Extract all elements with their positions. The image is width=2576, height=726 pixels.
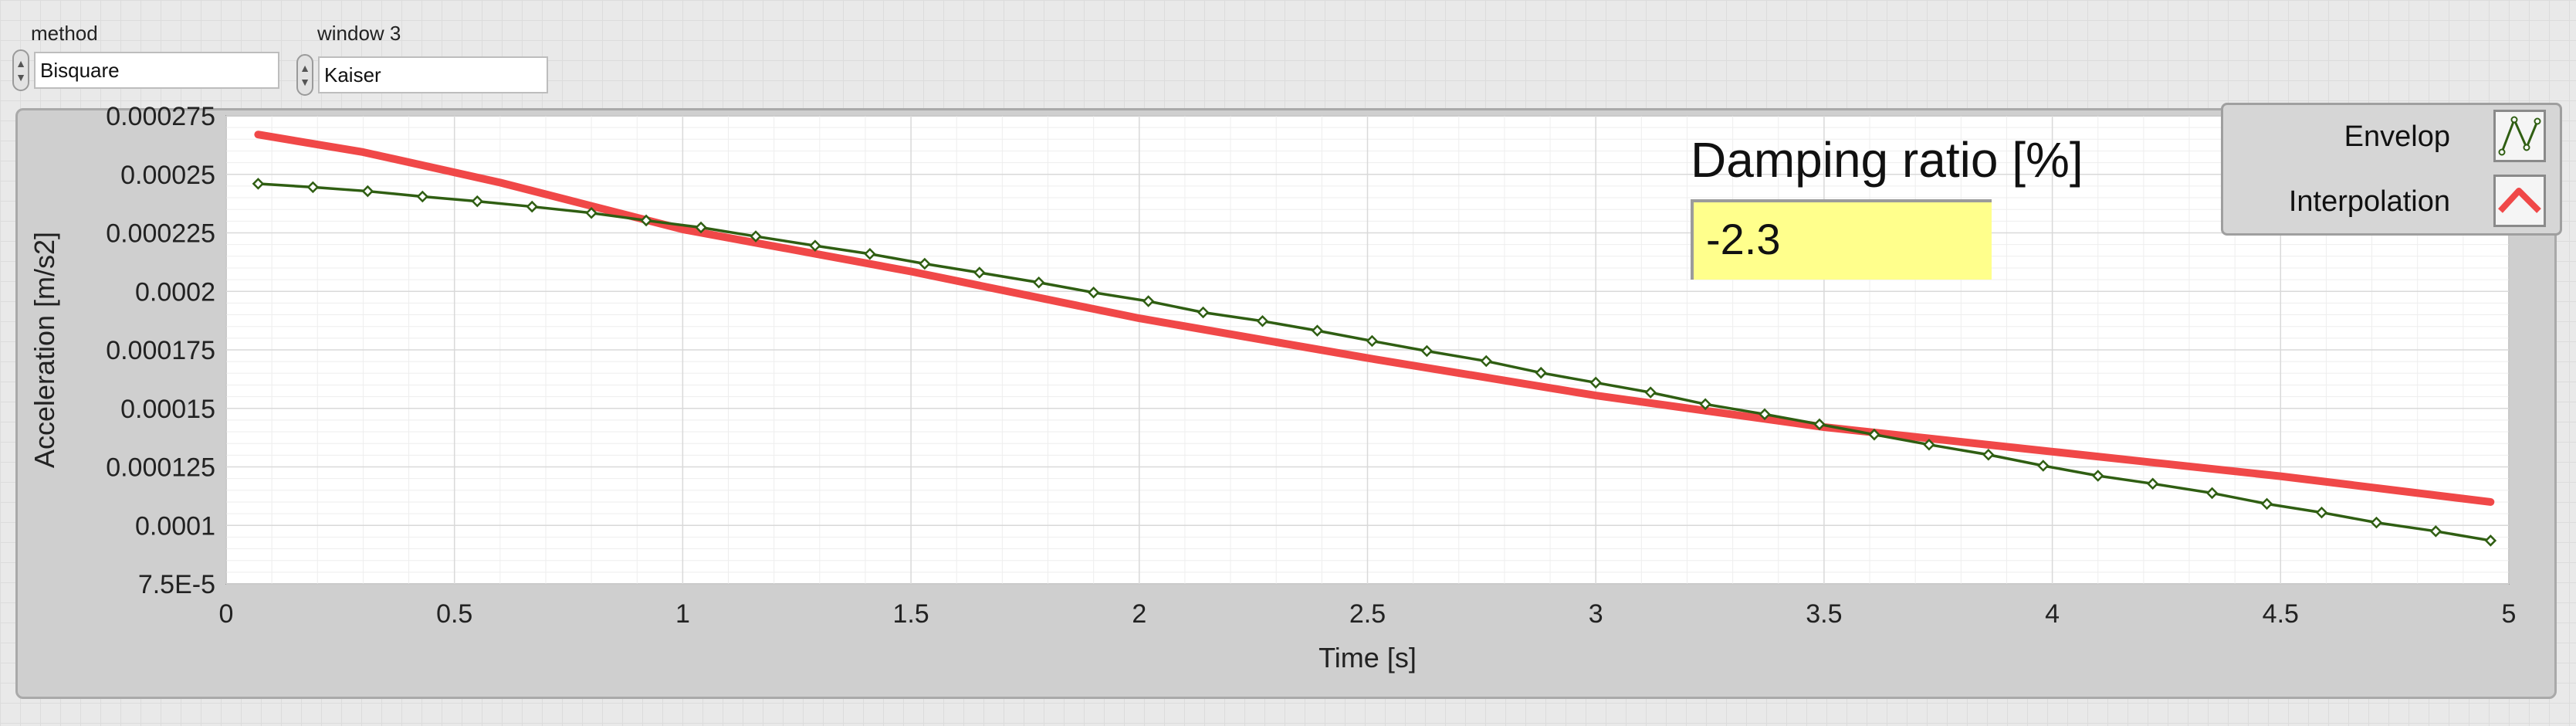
damping-ratio-label: Damping ratio [%] bbox=[1691, 132, 2083, 188]
envelope-point bbox=[1813, 418, 1826, 431]
envelope-point bbox=[2370, 516, 2383, 529]
x-tick-label: 0 bbox=[219, 599, 234, 629]
interpolation-series-line bbox=[254, 131, 2495, 506]
envelope-point bbox=[809, 239, 821, 252]
envelope-point bbox=[1032, 276, 1045, 289]
method-spinner-icon[interactable]: ▲ ▼ bbox=[12, 49, 29, 91]
y-tick-label: 0.00025 bbox=[120, 161, 215, 190]
envelope-point bbox=[1759, 408, 1771, 421]
method-value[interactable]: Bisquare bbox=[34, 52, 279, 89]
y-tick-label: 0.0002 bbox=[135, 277, 215, 307]
envelope-point bbox=[471, 195, 484, 208]
y-tick-label: 0.00015 bbox=[120, 395, 215, 424]
envelope-point bbox=[1142, 295, 1155, 307]
y-axis-label: Acceleration [m/s2] bbox=[29, 232, 60, 468]
envelope-point bbox=[2484, 534, 2497, 547]
x-tick-label: 1 bbox=[675, 599, 690, 629]
damping-ratio-indicator: -2.3 bbox=[1691, 199, 1992, 280]
y-tick-label: 0.000125 bbox=[106, 453, 215, 483]
y-tick-label: 0.000175 bbox=[106, 336, 215, 365]
y-tick-label: 0.000275 bbox=[106, 102, 215, 131]
envelope-point bbox=[416, 190, 429, 203]
envelope-point bbox=[2260, 497, 2273, 511]
method-label: method bbox=[31, 22, 98, 45]
y-tick-label: 7.5E-5 bbox=[138, 570, 215, 599]
envelope-point bbox=[1923, 438, 1935, 451]
y-tick-label: 0.000225 bbox=[106, 219, 215, 249]
y-tick-label: 0.0001 bbox=[135, 511, 215, 541]
plot-legend[interactable]: Envelop Interpolation bbox=[2221, 103, 2562, 236]
envelope-point bbox=[750, 230, 762, 243]
envelope-point bbox=[1366, 334, 1379, 348]
envelope-point bbox=[585, 206, 597, 219]
x-tick-label: 5 bbox=[2502, 599, 2517, 629]
envelope-point bbox=[1087, 286, 1100, 299]
window-value[interactable]: Kaiser bbox=[318, 56, 548, 93]
envelope-point bbox=[1420, 344, 1434, 358]
legend-item-interpolation[interactable]: Interpolation bbox=[2223, 170, 2560, 232]
x-tick-label: 2 bbox=[1132, 599, 1146, 629]
envelope-point bbox=[2091, 470, 2104, 482]
envelope-point bbox=[1311, 324, 1324, 337]
envelope-point bbox=[1699, 398, 1711, 411]
envelope-point bbox=[2146, 477, 2159, 490]
x-tick-label: 0.5 bbox=[436, 599, 472, 629]
envelope-point bbox=[1644, 386, 1657, 399]
x-tick-label: 4.5 bbox=[2263, 599, 2299, 629]
x-tick-label: 2.5 bbox=[1349, 599, 1386, 629]
window-spinner-icon[interactable]: ▲ ▼ bbox=[296, 54, 313, 96]
envelope-point bbox=[306, 181, 320, 194]
envelope-point bbox=[640, 214, 652, 227]
envelope-point bbox=[2429, 525, 2442, 538]
envelope-point bbox=[919, 257, 931, 270]
interpolation-line-icon[interactable] bbox=[2493, 175, 2546, 227]
envelope-point bbox=[1589, 376, 1602, 389]
method-ring-control[interactable]: ▲ ▼ Bisquare bbox=[12, 49, 279, 91]
envelope-point bbox=[361, 185, 374, 198]
x-tick-label: 3 bbox=[1589, 599, 1603, 629]
envelope-point bbox=[1535, 366, 1547, 379]
window-ring-control[interactable]: ▲ ▼ Kaiser bbox=[296, 54, 548, 96]
legend-item-envelope[interactable]: Envelop bbox=[2223, 105, 2560, 167]
envelope-point bbox=[1480, 355, 1493, 368]
envelope-point bbox=[252, 178, 265, 190]
envelope-point bbox=[2205, 487, 2219, 500]
envelope-point bbox=[1197, 306, 1210, 319]
x-axis-label: Time [s] bbox=[1318, 642, 1417, 673]
envelope-point bbox=[526, 200, 539, 213]
x-tick-label: 1.5 bbox=[892, 599, 929, 629]
envelope-point bbox=[2315, 506, 2328, 519]
envelope-point bbox=[2037, 460, 2050, 472]
envelope-point bbox=[695, 221, 707, 234]
window-label: window 3 bbox=[317, 22, 401, 45]
legend-envelope-label: Envelop bbox=[2344, 120, 2450, 153]
envelope-point bbox=[973, 266, 986, 279]
x-tick-label: 4 bbox=[2045, 599, 2060, 629]
x-tick-label: 3.5 bbox=[1806, 599, 1842, 629]
legend-interpolation-label: Interpolation bbox=[2288, 185, 2450, 218]
envelope-point bbox=[864, 248, 876, 260]
envelope-line-icon[interactable] bbox=[2493, 110, 2546, 162]
envelope-point bbox=[1982, 448, 1995, 461]
envelope-point bbox=[1868, 428, 1880, 441]
envelope-point bbox=[1256, 314, 1269, 327]
